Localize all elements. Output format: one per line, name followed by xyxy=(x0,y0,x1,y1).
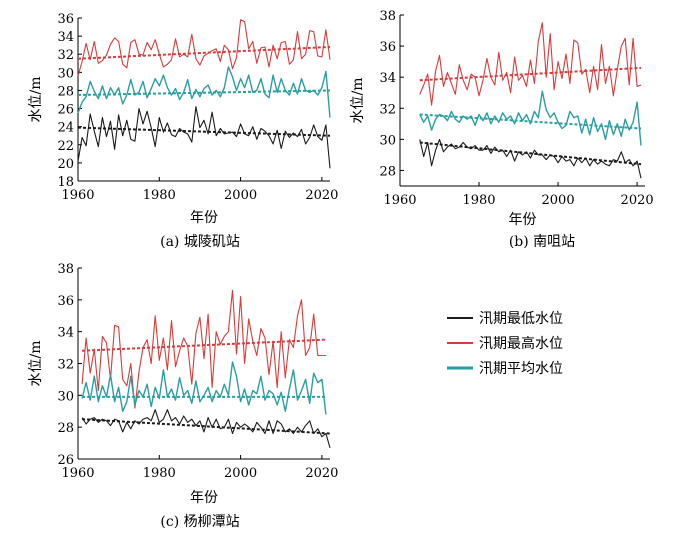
x-tick-label: 1960 xyxy=(61,188,94,203)
trend-line-min xyxy=(419,141,642,166)
trend-line-max xyxy=(419,66,642,82)
panel-caption: (b) 南咀站 xyxy=(509,234,575,250)
series-line-min xyxy=(81,409,331,449)
legend-label-min: 汛期最低水位 xyxy=(479,311,563,327)
panel-chengling: 18 20 22 24 26 28 30 32 34 36 1960 1980 2000 2020 年份 水位… xyxy=(28,12,338,250)
y-tick-label: 18 xyxy=(57,175,74,190)
legend-item-max: 汛期最高水位 xyxy=(447,335,563,352)
y-tick-label: 28 xyxy=(57,421,74,436)
series-line-min xyxy=(419,138,642,179)
x-axis-label: 年份 xyxy=(190,490,218,506)
trend-line-min xyxy=(77,126,331,137)
x-tick-label: 2020 xyxy=(305,188,338,203)
series-line-max xyxy=(77,19,331,77)
y-tick-label: 34 xyxy=(57,30,74,45)
trend-line-avg xyxy=(419,113,642,130)
x-tick-label: 1980 xyxy=(462,193,495,208)
trend-line-max xyxy=(77,45,331,60)
series-line-avg xyxy=(77,66,331,118)
y-tick-label: 28 xyxy=(57,84,74,99)
legend-item-min: 汛期最低水位 xyxy=(447,311,563,327)
panel-caption: (c) 杨柳潭站 xyxy=(160,513,239,530)
y-tick-label: 34 xyxy=(57,326,74,341)
y-axis-label: 水位/m xyxy=(350,78,366,124)
x-tick-label: 2020 xyxy=(621,193,654,208)
y-tick-label: 26 xyxy=(57,103,74,118)
y-tick-label: 30 xyxy=(379,133,396,148)
panel-nanzui: 28 30 32 34 36 38 1960 1980 2000 2020 年份 水位/m (b) 南咀… xyxy=(350,9,654,250)
x-tick-label: 1980 xyxy=(143,188,176,203)
panel-caption: (a) 城陵矶站 xyxy=(160,234,240,250)
y-axis-label: 水位/m xyxy=(28,77,44,123)
series-line-max xyxy=(419,22,642,106)
series-line-min xyxy=(77,106,331,169)
y-tick-label: 38 xyxy=(379,9,396,24)
legend-label-avg: 汛期平均水位 xyxy=(479,361,563,377)
y-tick-label: 36 xyxy=(57,12,74,27)
x-axis-label: 年份 xyxy=(509,212,537,228)
panel-yangliutan: 26 28 30 32 34 36 38 1960 1980 2000 2020 年份 水位/m (c) … xyxy=(28,262,338,530)
x-tick-label: 2000 xyxy=(224,188,257,203)
trend-line-min xyxy=(82,418,331,435)
y-tick-label: 36 xyxy=(57,294,74,309)
y-tick-label: 32 xyxy=(57,48,74,63)
x-tick-label: 2020 xyxy=(305,466,338,481)
y-tick-label: 38 xyxy=(57,262,74,277)
y-tick-label: 32 xyxy=(379,102,396,117)
y-tick-label: 20 xyxy=(57,157,74,172)
x-tick-label: 2000 xyxy=(224,466,257,481)
y-tick-label: 22 xyxy=(57,139,74,154)
series-line-avg xyxy=(81,361,327,415)
y-tick-label: 28 xyxy=(379,164,396,179)
x-tick-label: 1960 xyxy=(383,193,416,208)
x-axis-label: 年份 xyxy=(190,210,218,226)
legend-item-avg: 汛期平均水位 xyxy=(447,361,563,377)
y-tick-label: 30 xyxy=(57,66,74,81)
trend-line-avg xyxy=(77,89,331,96)
legend-label-max: 汛期最高水位 xyxy=(479,335,563,352)
y-axis-label: 水位/m xyxy=(28,341,44,387)
y-tick-label: 30 xyxy=(57,389,74,404)
legend: 汛期最低水位 汛期最高水位 汛期平均水位 xyxy=(447,311,563,377)
y-tick-label: 36 xyxy=(379,40,396,55)
y-tick-label: 34 xyxy=(379,71,396,86)
y-tick-label: 24 xyxy=(57,121,74,136)
x-tick-label: 1980 xyxy=(143,466,176,481)
series-line-max xyxy=(81,289,326,409)
x-tick-label: 1960 xyxy=(61,466,94,481)
y-tick-label: 32 xyxy=(57,358,74,373)
x-tick-label: 2000 xyxy=(542,193,575,208)
y-tick-label: 26 xyxy=(57,453,74,468)
trend-line-max xyxy=(82,338,326,352)
series-line-avg xyxy=(419,90,642,146)
